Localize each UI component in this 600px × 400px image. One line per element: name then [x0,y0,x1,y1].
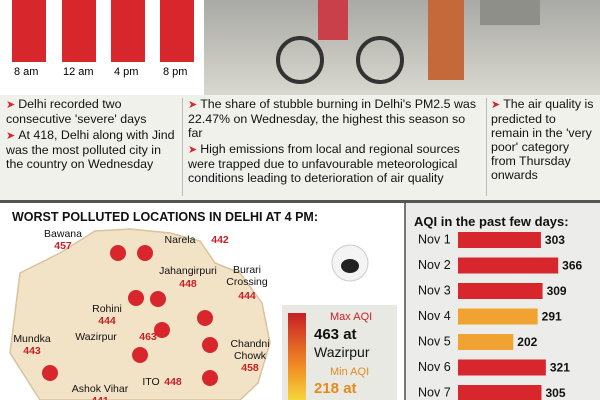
bar [458,283,543,299]
location-dot [202,337,218,353]
location-aqi: 443 [23,345,41,357]
map [9,228,397,400]
chart: Nov 1 303 Nov 2 366 Nov 3 309 Nov 4 291 Nov 5 202… [418,232,583,400]
location-dot [128,290,144,306]
photo-wheel [276,36,324,84]
value-label: 291 [542,310,562,324]
category-label: Nov 4 [418,309,451,323]
value-label: 366 [562,259,582,273]
location-dot [137,245,153,261]
location-dot [42,365,58,381]
category-label: Nov 2 [418,258,451,272]
bullet: ➤ Delhi recorded two consecutive 'severe'… [6,97,147,126]
location-aqi: 457 [54,240,72,252]
bullet-text: Delhi recorded two consecutive 'severe' … [6,97,147,126]
time-label: 4 pm [114,66,139,78]
divider [182,98,183,196]
category-label: Nov 5 [418,334,451,348]
photo-walker [428,0,464,80]
bullet: ➤ The share of stubble burning in Delhi's… [188,97,477,140]
location-name: Ashok Vihar [71,383,129,395]
bullet-text: High emissions from local and regional s… [188,142,460,185]
location-name: Bawana [44,228,82,240]
category-label: Nov 3 [418,283,451,297]
location-name: Jahangirpuri [159,265,217,277]
location-name: Burari Crossing [226,264,268,288]
location-dot [202,370,218,386]
location-name: Rohini [92,303,122,315]
bullet-column: ➤ The air quality is predicted to remain … [491,97,597,184]
photo-wheel [356,36,404,84]
bar [458,232,541,248]
chart-title: AQI in the past few days: [414,214,569,229]
bullet-text: The share of stubble burning in Delhi's … [188,97,477,140]
legend-gradient [288,313,306,400]
location-aqi: 458 [241,362,259,374]
value-label: 309 [547,284,567,298]
bar [458,308,538,325]
legend-min-value: 218 at [314,380,357,397]
bullet: ➤ The air quality is predicted to remain … [491,97,594,182]
location-name: Narela [164,234,196,246]
time-bar [62,0,96,62]
location-aqi: 441 [70,395,130,400]
photo-rider [318,0,348,40]
category-label: Nov 7 [418,385,451,399]
time-label: 12 am [63,66,94,78]
location-aqi: 444 [238,290,256,302]
location-aqi: 463 [139,331,157,343]
time-label: 8 pm [163,66,188,78]
time-bar [12,0,46,62]
location-name: Mundka [13,333,51,345]
location-name: ITO [142,376,160,388]
value-label: 202 [517,335,537,349]
category-label: Nov 1 [418,232,451,246]
value-label: 321 [550,361,570,375]
location-name: Wazirpur [75,331,117,343]
bullet-column: ➤ The share of stubble burning in Delhi's… [188,97,482,187]
map-title: WORST POLLUTED LOCATIONS IN DELHI AT 4 P… [12,210,319,224]
legend-max-place: Wazirpur [314,344,370,360]
legend-max-value: 463 at [314,326,357,343]
location-dot [150,291,166,307]
bullet: ➤ High emissions from local and regional … [188,142,460,185]
time-bar [160,0,194,62]
legend-min-label: Min AQI [330,366,370,378]
location-dot [132,347,148,363]
location-aqi: 442 [211,234,229,246]
value-label: 305 [545,386,565,400]
bullet-column: ➤ Delhi recorded two consecutive 'severe'… [6,97,178,173]
time-label: 8 am [14,66,39,78]
mask-icon [341,259,359,273]
top-panel [0,0,600,96]
bullet: ➤ At 418, Delhi along with Jind was the m… [6,128,175,171]
photo [204,0,600,96]
legend-max-label: Max AQI [330,311,373,323]
location-aqi: 448 [164,376,182,388]
location-aqi: 444 [98,315,116,327]
separator [0,200,600,203]
map-shape [9,228,271,400]
value-label: 303 [545,233,565,247]
location-dot [110,245,126,261]
time-bar [111,0,145,62]
divider [404,203,406,400]
photo-car [480,0,540,25]
location-aqi: 448 [179,278,197,290]
location-dot [197,310,213,326]
bullets-bg [0,95,600,200]
bar [458,385,542,400]
location-name: Chandni Chowk [230,338,270,362]
bullet-text: At 418, Delhi along with Jind was the mo… [6,128,175,171]
bar [458,334,514,350]
bullet-text: The air quality is predicted to remain i… [491,97,594,182]
category-label: Nov 6 [418,360,451,374]
bar [458,257,559,274]
time-labels: 8 am 12 am 4 pm 8 pm [0,66,202,84]
bar [458,359,546,376]
divider [486,98,487,196]
location-dot [154,322,170,338]
